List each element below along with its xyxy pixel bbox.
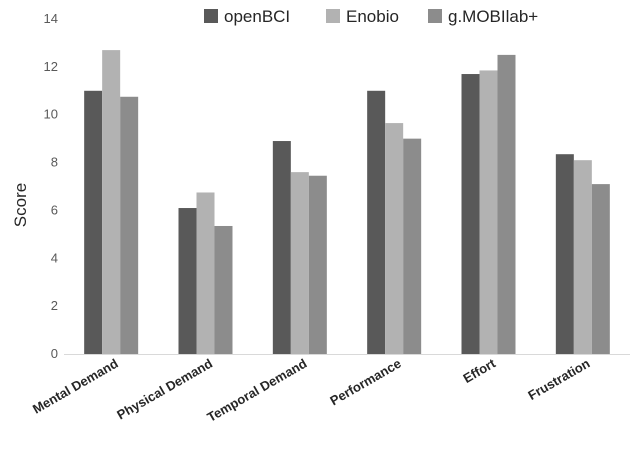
bar xyxy=(84,90,103,355)
y-tick-label: 12 xyxy=(44,59,58,74)
bar xyxy=(555,154,574,354)
bar xyxy=(196,192,215,354)
x-tick-label: Temporal Demand xyxy=(204,356,309,425)
y-axis-ticks: 0 2 4 6 8 10 12 14 xyxy=(44,11,58,361)
bar xyxy=(214,225,233,354)
bar xyxy=(403,138,422,354)
bar xyxy=(290,172,309,354)
legend: openBCI Enobio g.MOBIlab+ xyxy=(204,7,538,26)
legend-label-enobio: Enobio xyxy=(346,7,399,26)
bar xyxy=(497,54,516,355)
legend-label-gmobilab: g.MOBIlab+ xyxy=(448,7,538,26)
y-tick-label: 10 xyxy=(44,107,58,122)
bar xyxy=(308,175,327,354)
y-tick-label: 4 xyxy=(51,250,58,265)
bar xyxy=(102,50,121,354)
x-tick-label: Physical Demand xyxy=(114,356,215,423)
legend-label-openbci: openBCI xyxy=(224,7,290,26)
bar xyxy=(479,70,498,355)
bar xyxy=(385,123,404,354)
x-tick-label: Frustration xyxy=(525,356,592,403)
legend-swatch-enobio xyxy=(326,9,340,23)
y-tick-label: 14 xyxy=(44,11,58,26)
y-tick-label: 0 xyxy=(51,346,58,361)
bar xyxy=(120,96,139,355)
bar xyxy=(573,160,592,354)
y-axis-label: Score xyxy=(11,183,30,227)
x-tick-label: Effort xyxy=(460,355,498,386)
legend-swatch-gmobilab xyxy=(428,9,442,23)
bar xyxy=(591,184,610,354)
bar xyxy=(461,74,480,355)
y-tick-label: 2 xyxy=(51,298,58,313)
bars xyxy=(84,50,610,355)
y-tick-label: 8 xyxy=(51,155,58,170)
legend-swatch-openbci xyxy=(204,9,218,23)
y-tick-label: 6 xyxy=(51,202,58,217)
bar xyxy=(367,90,386,355)
bar xyxy=(272,141,291,354)
bar xyxy=(178,208,197,354)
x-tick-label: Mental Demand xyxy=(30,356,121,417)
x-tick-label: Performance xyxy=(327,356,403,409)
